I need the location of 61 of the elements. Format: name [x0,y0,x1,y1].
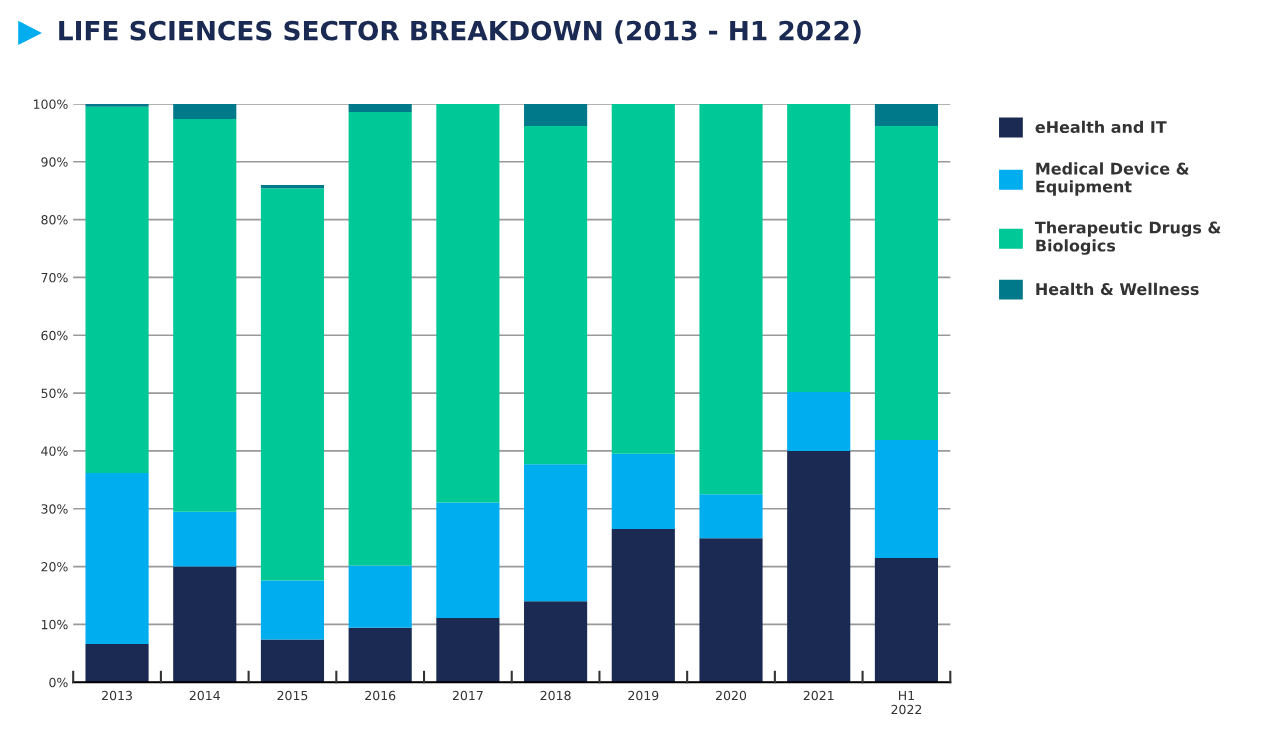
bar [524,103,588,126]
bar [524,464,588,602]
legend-label: Health & Wellness [1036,282,1199,296]
bar [874,103,939,126]
bar [173,118,237,512]
bar [260,188,325,581]
bar [85,472,149,645]
bar [699,494,763,539]
bar [787,391,851,451]
legend-label: Medical Device & Equipment [1036,162,1189,196]
x-tick-label: 2017 [452,690,483,701]
x-tick-label: 2019 [628,690,659,701]
bar [874,439,939,558]
bar [348,112,412,566]
bar [348,103,412,113]
bar [348,627,412,683]
bar [611,528,675,683]
bar [260,639,325,683]
chart-title: LIFE SCIENCES SECTOR BREAKDOWN (2013 - H1 2022) [59,20,861,44]
bar [85,644,149,683]
bar [524,125,588,465]
bar [348,565,412,628]
legend-label: Therapeutic Drugs & Biologics [1034,221,1221,255]
x-tick-label: 2020 [716,690,747,701]
bar [436,103,500,503]
bar [436,618,500,683]
y-tick-label: 20% [41,562,68,572]
bar [436,502,500,619]
x-tick-label: 2018 [540,690,571,701]
bar [85,103,149,107]
bar [699,538,763,683]
bar [85,106,149,473]
bar [874,557,939,683]
y-tick-label: 0% [49,677,68,688]
bar [699,103,763,495]
y-tick-label: 60% [41,330,68,341]
x-tick-label: 2013 [102,690,132,701]
legend-label: eHealth and IT [1035,120,1167,134]
bar [173,511,237,567]
y-tick-label: 80% [41,215,68,225]
y-tick-label: 40% [41,446,68,456]
bar [874,125,939,440]
bar [524,601,588,683]
bar [611,103,675,454]
bar [173,103,237,119]
y-tick-label: 70% [41,272,68,283]
x-tick-label: 2014 [189,690,220,701]
y-tick-label: 50% [41,388,68,399]
bar [173,566,237,683]
x-tick-label: 2021 [803,690,834,701]
x-tick-label: 2015 [277,690,308,701]
bar [260,580,325,640]
y-tick-label: 90% [41,157,68,167]
y-tick-label: 30% [41,504,68,514]
bar [611,453,675,529]
y-tick-label: 10% [41,619,68,630]
bar [787,450,851,683]
bar [787,103,851,392]
x-tick-label: 2016 [365,690,396,701]
x-tick-label: H1 2022 [891,690,922,715]
y-tick-label: 100% [33,99,68,109]
